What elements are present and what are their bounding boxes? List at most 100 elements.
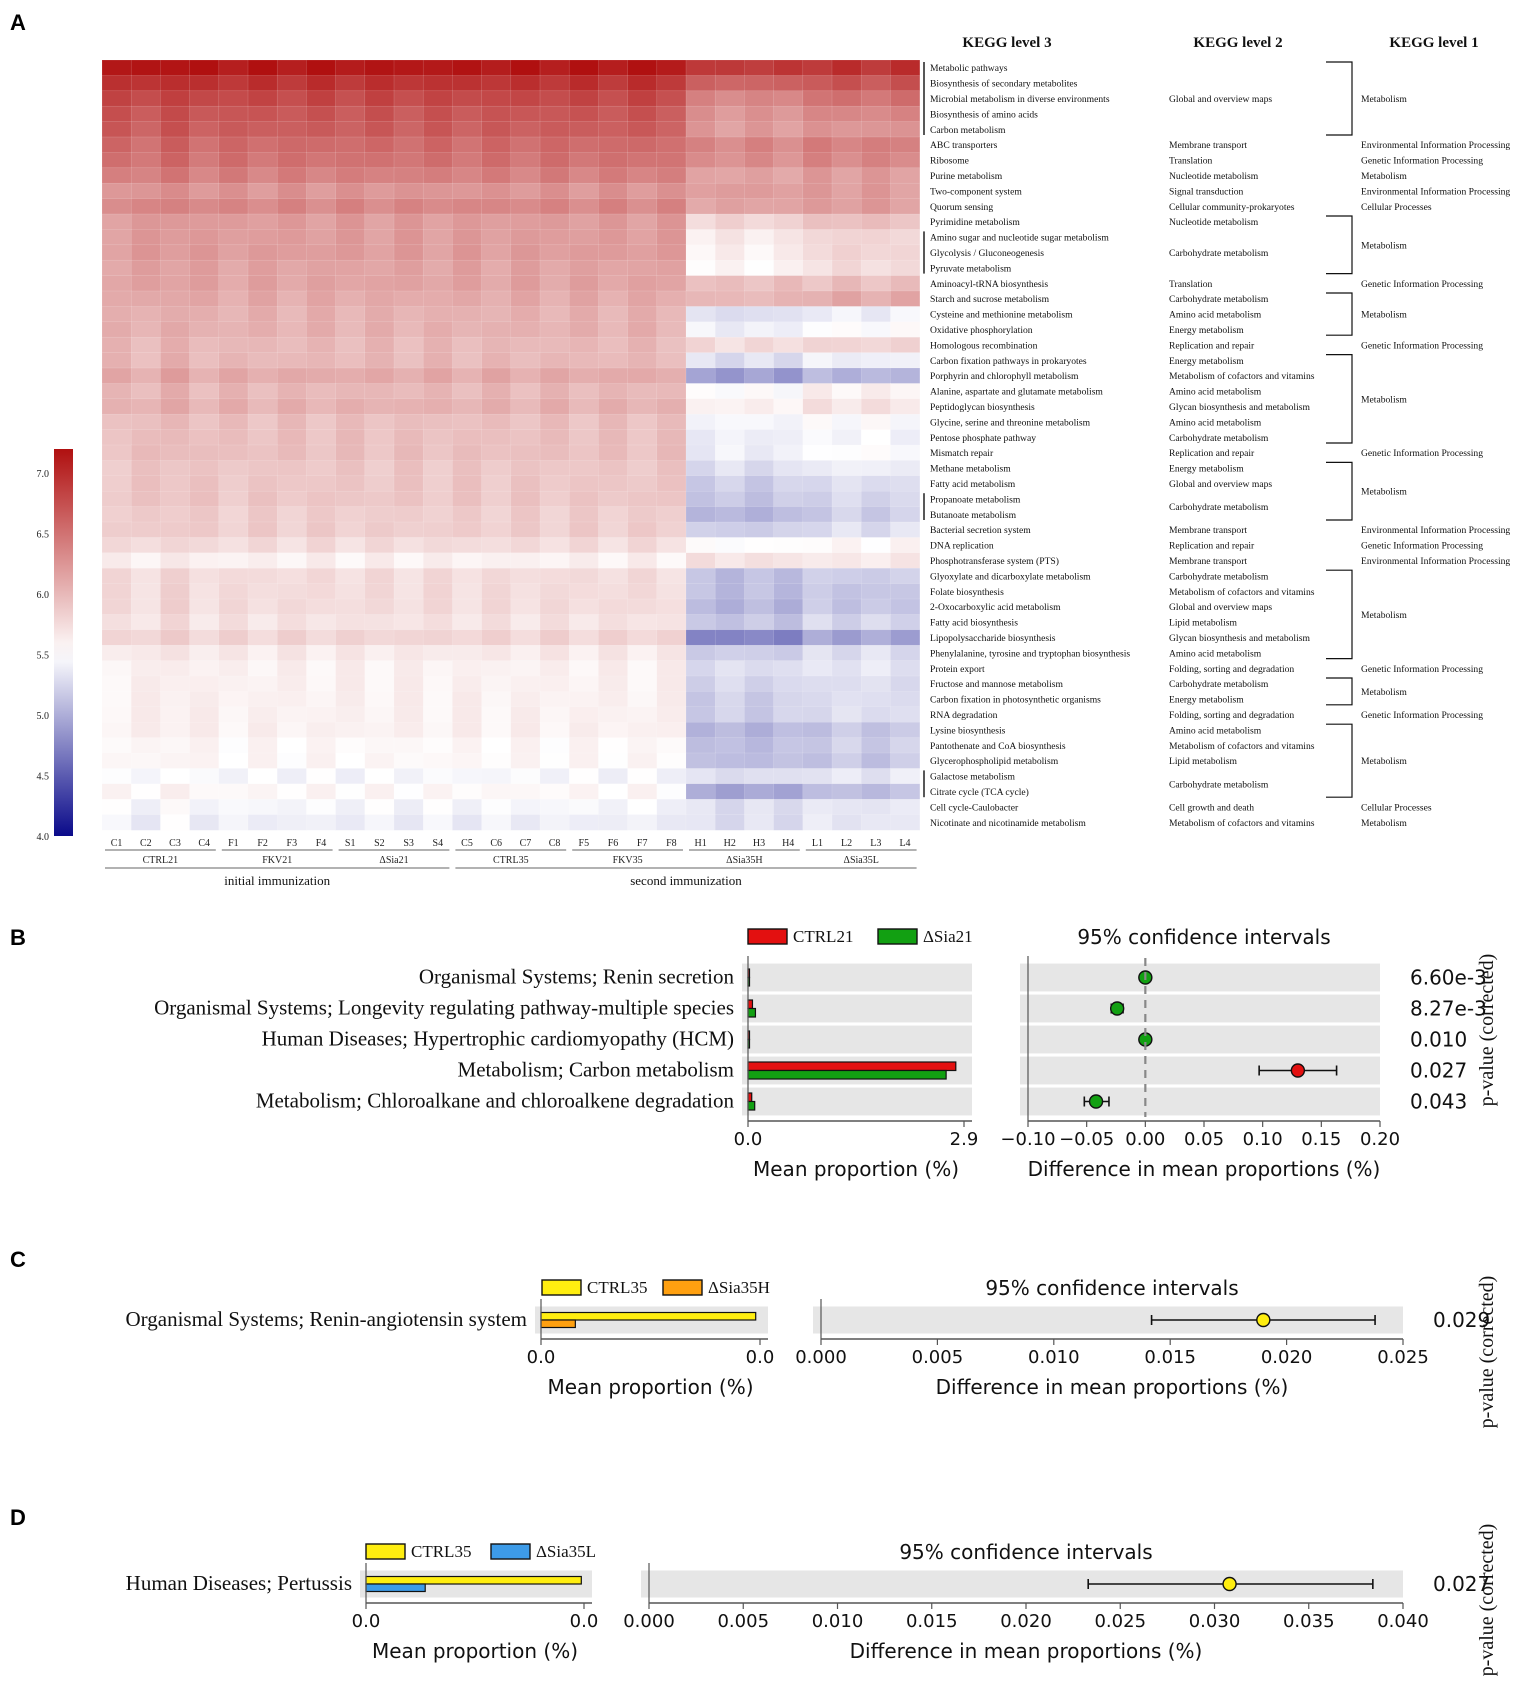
heatmap-cell bbox=[802, 136, 833, 153]
heatmap-cell bbox=[452, 429, 483, 446]
heatmap-cell bbox=[247, 244, 278, 261]
heatmap-cell bbox=[510, 798, 541, 816]
heatmap-cell bbox=[831, 660, 862, 677]
heatmap-cell bbox=[860, 752, 891, 769]
heatmap-cell bbox=[364, 567, 395, 585]
heatmap-cell bbox=[890, 644, 921, 662]
heatmap-cell bbox=[218, 213, 249, 230]
heatmap-cell bbox=[714, 213, 745, 230]
heatmap-cell bbox=[247, 460, 278, 477]
heatmap-cell bbox=[481, 90, 512, 107]
heatmap-cell bbox=[831, 506, 862, 523]
heatmap-cell bbox=[831, 475, 862, 492]
heatmap-cell bbox=[773, 552, 804, 569]
heatmap-cell bbox=[802, 75, 833, 92]
heatmap-cell bbox=[773, 413, 804, 431]
heatmap-cell bbox=[393, 244, 424, 261]
heatmap-cell bbox=[218, 121, 249, 138]
heatmap-cell bbox=[773, 259, 804, 277]
kegg-level2-label: Energy metabolism bbox=[1169, 695, 1244, 706]
heatmap-cell bbox=[598, 90, 629, 107]
heatmap-cell bbox=[802, 182, 833, 200]
heatmap-cell bbox=[714, 413, 745, 431]
heatmap-cell bbox=[422, 413, 453, 431]
heatmap-cell bbox=[539, 413, 570, 431]
heatmap-cell bbox=[598, 167, 629, 184]
heatmap-cell bbox=[306, 675, 337, 692]
heatmap-cell bbox=[422, 598, 453, 615]
heatmap-cell bbox=[218, 583, 249, 600]
heatmap-cell bbox=[860, 244, 891, 261]
heatmap-cell bbox=[422, 105, 453, 123]
heatmap-cell bbox=[860, 691, 891, 708]
heatmap-cell bbox=[422, 444, 453, 461]
heatmap-cell bbox=[101, 629, 132, 646]
heatmap-cell bbox=[685, 167, 716, 184]
heatmap-cell bbox=[714, 90, 745, 107]
heatmap-cell bbox=[802, 783, 833, 800]
heatmap-cell bbox=[276, 814, 307, 831]
heatmap-cell bbox=[276, 383, 307, 400]
heatmap-cell bbox=[568, 367, 599, 384]
heatmap-cell bbox=[831, 121, 862, 138]
panel-b-ci-tick-label: 0.10 bbox=[1243, 1129, 1283, 1150]
heatmap-cell bbox=[218, 136, 249, 153]
heatmap-cell bbox=[860, 660, 891, 677]
heatmap-cell bbox=[627, 737, 658, 754]
heatmap-cell bbox=[831, 213, 862, 230]
heatmap-cell bbox=[276, 783, 307, 800]
heatmap-cell bbox=[160, 90, 191, 107]
panel-b-ci-point bbox=[1290, 1063, 1306, 1078]
heatmap-cell bbox=[568, 706, 599, 723]
panel-b-legend-swatch bbox=[747, 928, 788, 945]
heatmap-cell bbox=[598, 521, 629, 538]
heatmap-cell bbox=[598, 475, 629, 492]
kegg-level1-label: Metabolism bbox=[1361, 818, 1407, 829]
heatmap-cell bbox=[831, 537, 862, 554]
heatmap-cell bbox=[101, 136, 132, 153]
heatmap-cell bbox=[364, 706, 395, 723]
heatmap-cell bbox=[393, 182, 424, 200]
heatmap-cell bbox=[422, 367, 453, 384]
heatmap-cell bbox=[568, 691, 599, 708]
heatmap-cell bbox=[364, 444, 395, 461]
kegg-level3-label: Phenylalanine, tyrosine and tryptophan b… bbox=[930, 648, 1130, 659]
heatmap-cell bbox=[773, 105, 804, 123]
heatmap-cell bbox=[744, 814, 775, 831]
heatmap-cell bbox=[831, 444, 862, 461]
heatmap-cell bbox=[422, 75, 453, 92]
kegg-level3-label: Galactose metabolism bbox=[930, 772, 1016, 783]
heatmap-cell bbox=[452, 398, 483, 415]
heatmap-cell bbox=[598, 552, 629, 569]
heatmap-cell bbox=[247, 321, 278, 338]
heatmap-cell bbox=[364, 752, 395, 769]
heatmap-cell bbox=[276, 167, 307, 184]
heatmap-cell bbox=[101, 352, 132, 369]
heatmap-cell bbox=[335, 90, 366, 107]
heatmap-cell bbox=[510, 152, 541, 169]
heatmap-cell bbox=[627, 198, 658, 215]
heatmap-cell bbox=[189, 598, 220, 615]
heatmap-cell bbox=[539, 567, 570, 585]
heatmap-cell bbox=[802, 537, 833, 554]
heatmap-cell bbox=[568, 213, 599, 230]
heatmap-cell bbox=[539, 798, 570, 816]
heatmap-cell bbox=[422, 644, 453, 662]
heatmap-cell bbox=[160, 475, 191, 492]
heatmap-cell bbox=[744, 752, 775, 769]
kegg-level2-label: Translation bbox=[1169, 156, 1213, 167]
panel-c-ci-tick-label: 0.025 bbox=[1377, 1347, 1429, 1368]
heatmap-cell bbox=[860, 182, 891, 200]
heatmap-cell bbox=[101, 490, 132, 508]
heatmap-cell bbox=[276, 444, 307, 461]
heatmap-cell bbox=[568, 244, 599, 261]
heatmap-cell bbox=[101, 290, 132, 307]
heatmap-cell bbox=[773, 475, 804, 492]
heatmap-cell bbox=[831, 768, 862, 785]
panel-b-bar-xlabel: Mean proportion (%) bbox=[753, 1157, 959, 1181]
heatmap-cell bbox=[247, 521, 278, 538]
heatmap-cell bbox=[247, 75, 278, 92]
column-label: C5 bbox=[461, 838, 473, 849]
heatmap-cell bbox=[685, 783, 716, 800]
